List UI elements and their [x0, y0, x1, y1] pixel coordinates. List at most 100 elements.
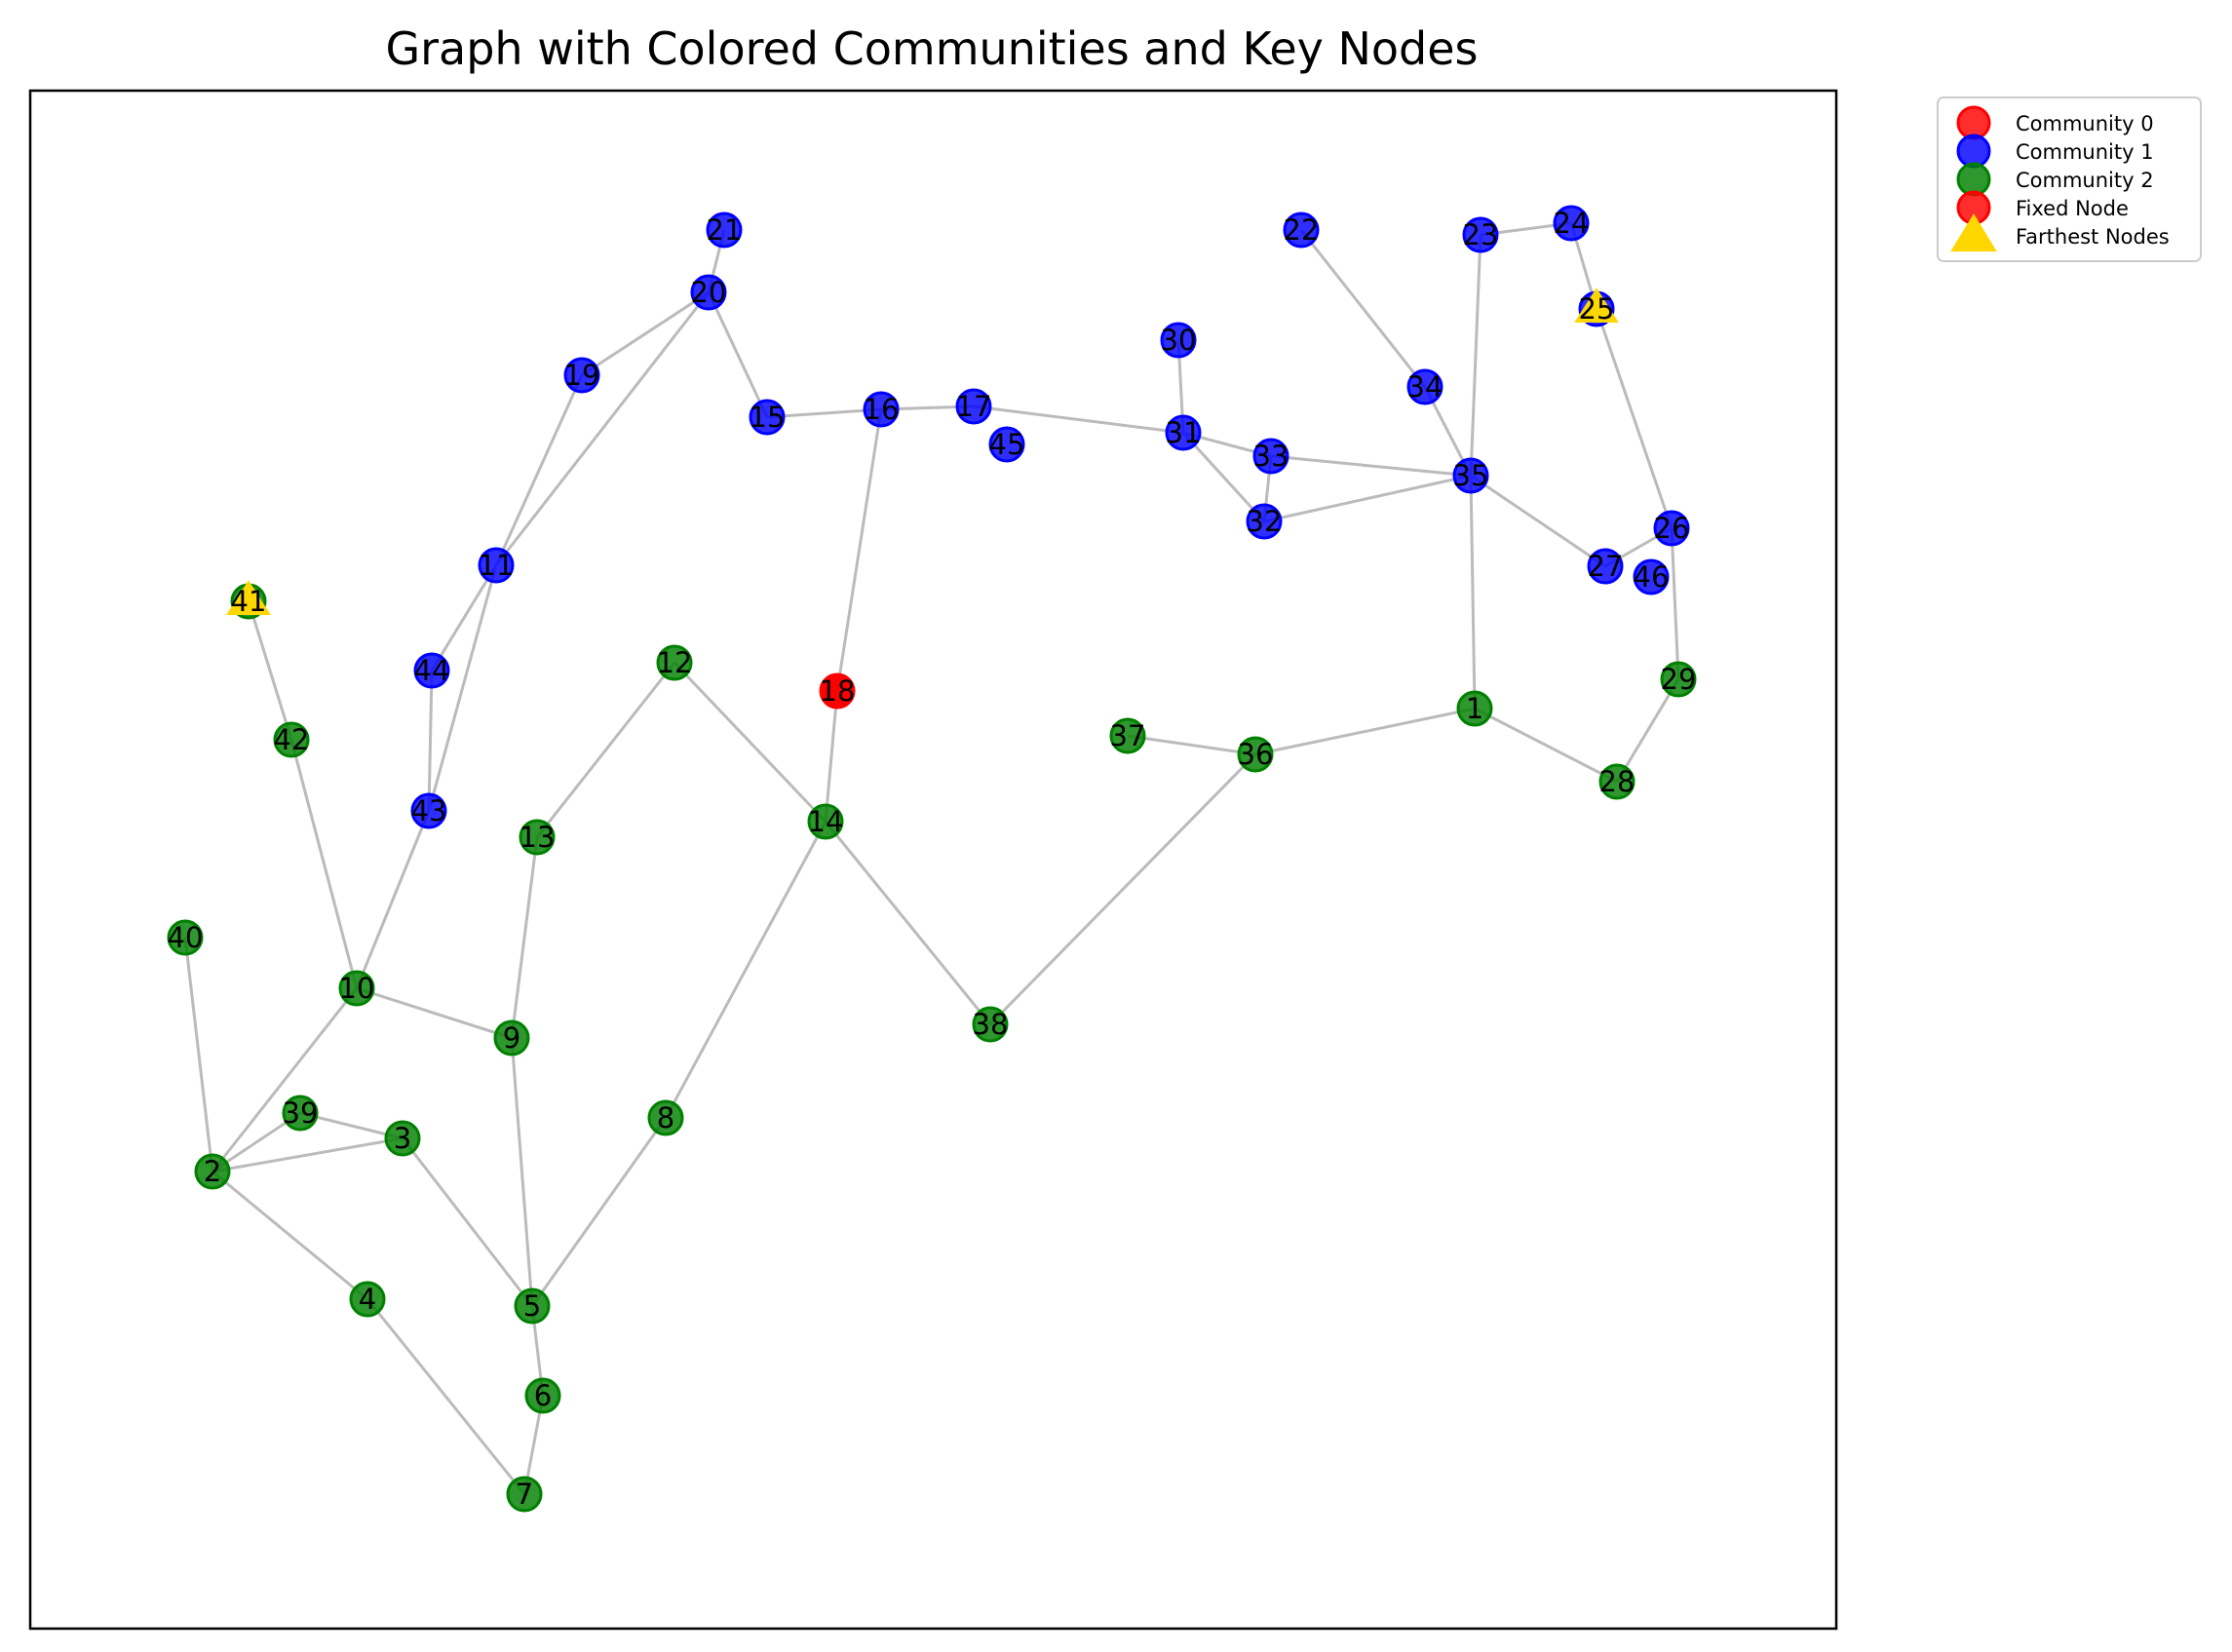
node-label-36: 36 — [1238, 738, 1274, 771]
node-6 — [524, 1377, 561, 1414]
node-label-42: 42 — [274, 723, 310, 756]
node-label-12: 12 — [657, 646, 693, 679]
node-19 — [563, 357, 600, 394]
edge-28-29 — [1615, 678, 1680, 783]
node-7 — [506, 1476, 543, 1513]
edge-22-34 — [1299, 229, 1427, 388]
legend-box — [1937, 96, 2202, 262]
node-13 — [519, 819, 556, 856]
edge-35-1 — [1469, 475, 1477, 710]
legend: Community 0 Community 1 Community 2 Fixed N… — [1937, 96, 2202, 262]
legend-label-2: Community 2 — [2016, 169, 2154, 192]
node-26 — [1653, 510, 1690, 547]
node-label-20: 20 — [691, 276, 727, 309]
edge-26-29 — [1670, 527, 1680, 680]
node-45 — [988, 426, 1025, 463]
node-label-6: 6 — [534, 1379, 552, 1412]
node-label-23: 23 — [1463, 218, 1499, 251]
edge-14-8 — [664, 821, 827, 1119]
node-46 — [1633, 558, 1670, 595]
node-label-31: 31 — [1166, 416, 1202, 449]
edge-9-5 — [510, 1037, 534, 1307]
node-39 — [282, 1095, 319, 1132]
edge-19-11 — [494, 374, 584, 566]
node-24 — [1553, 205, 1590, 242]
edge-2-4 — [212, 1170, 368, 1301]
node-40 — [167, 919, 204, 956]
node-23 — [1462, 216, 1499, 253]
node-label-18: 18 — [820, 674, 856, 708]
farthest-marker-25 — [1574, 288, 1619, 324]
node-label-38: 38 — [973, 1008, 1009, 1041]
node-label-46: 46 — [1634, 560, 1670, 594]
edge-20-15 — [707, 291, 769, 418]
node-label-1: 1 — [1466, 692, 1483, 725]
node-label-3: 3 — [394, 1122, 411, 1155]
legend-label-1: Community 1 — [2016, 140, 2154, 164]
edge-10-2 — [211, 987, 359, 1172]
edge-40-2 — [183, 937, 214, 1172]
node-37 — [1109, 717, 1146, 754]
node-label-17: 17 — [956, 390, 992, 423]
node-4 — [349, 1281, 386, 1318]
node-11 — [478, 547, 515, 584]
node-label-14: 14 — [808, 805, 844, 838]
edge-11-43 — [427, 564, 498, 812]
plot-frame — [28, 89, 1838, 1631]
edge-16-18 — [835, 408, 883, 692]
node-label-15: 15 — [750, 401, 786, 434]
node-label-21: 21 — [707, 213, 743, 247]
node-22 — [1283, 211, 1320, 249]
node-29 — [1660, 661, 1697, 698]
node-label-40: 40 — [168, 921, 204, 954]
node-label-22: 22 — [1284, 213, 1320, 247]
node-38 — [972, 1006, 1009, 1043]
node-label-29: 29 — [1661, 663, 1697, 696]
node-label-34: 34 — [1407, 370, 1443, 403]
edge-14-38 — [824, 821, 992, 1025]
node-label-30: 30 — [1161, 324, 1197, 357]
node-label-2: 2 — [204, 1155, 221, 1188]
edge-1-36 — [1254, 707, 1476, 756]
node-label-5: 5 — [523, 1289, 541, 1323]
edge-18-14 — [824, 690, 839, 823]
node-label-11: 11 — [479, 549, 515, 582]
edge-2-3 — [212, 1136, 404, 1173]
node-8 — [647, 1099, 684, 1136]
node-16 — [863, 391, 900, 428]
legend-marker-4 — [1950, 213, 1997, 252]
legend-marker-0 — [1956, 105, 1991, 140]
edge-37-36 — [1127, 734, 1256, 756]
node-label-8: 8 — [657, 1101, 674, 1134]
legend-entries: Community 0 Community 1 Community 2 Fixed N… — [1950, 105, 2170, 252]
legend-marker-2 — [1956, 162, 1991, 197]
node-label-33: 33 — [1253, 440, 1289, 473]
edge-36-38 — [988, 752, 1257, 1026]
node-20 — [690, 274, 727, 311]
node-label-25: 25 — [1579, 292, 1615, 326]
edge-12-13 — [535, 662, 676, 838]
edge-23-35 — [1469, 234, 1482, 477]
node-label-27: 27 — [1588, 550, 1624, 583]
node-label-32: 32 — [1247, 505, 1283, 538]
edge-44-43 — [427, 670, 434, 812]
edge-12-14 — [673, 661, 827, 824]
legend-label-3: Fixed Node — [2016, 197, 2129, 220]
node-12 — [656, 644, 693, 681]
node-3 — [384, 1120, 421, 1157]
node-label-39: 39 — [283, 1096, 319, 1130]
node-label-10: 10 — [339, 972, 375, 1005]
node-label-7: 7 — [516, 1478, 533, 1511]
node-label-4: 4 — [359, 1283, 376, 1316]
node-32 — [1246, 503, 1283, 540]
edge-35-27 — [1470, 474, 1606, 568]
node-label-43: 43 — [411, 794, 447, 827]
node-label-9: 9 — [503, 1021, 520, 1055]
node-31 — [1165, 414, 1202, 451]
edge-13-9 — [510, 836, 539, 1039]
edge-10-9 — [356, 986, 513, 1040]
edge-33-35 — [1270, 454, 1472, 478]
node-35 — [1452, 457, 1489, 494]
legend-marker-1 — [1956, 134, 1991, 169]
